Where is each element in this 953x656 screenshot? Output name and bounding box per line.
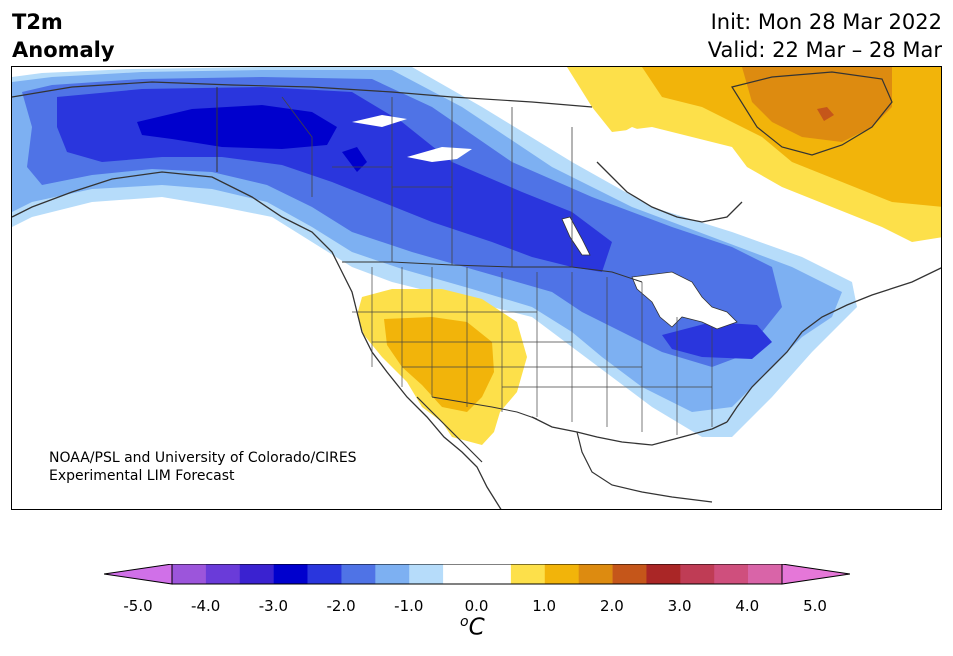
map-title: T2m Anomaly xyxy=(12,8,115,64)
great-bear-lake xyxy=(352,115,407,127)
colorbar-cell xyxy=(409,564,444,584)
forecast-dates: Init: Mon 28 Mar 2022 Valid: 22 Mar – 28… xyxy=(708,8,942,64)
colorbar-tick-label: 3.0 xyxy=(667,597,692,615)
colorbar-cell xyxy=(239,564,274,584)
colorbar xyxy=(104,564,850,585)
colorbar-cell xyxy=(510,564,546,584)
coastline-greenland xyxy=(731,71,893,156)
colorbar-cell xyxy=(273,564,308,584)
colorbar-cell xyxy=(477,564,512,584)
colorbar-cell xyxy=(612,564,647,584)
great-lakes xyxy=(631,271,738,330)
colorbar-cell xyxy=(307,564,342,584)
coastline-arctic xyxy=(12,81,593,108)
coastline-mexico-central xyxy=(576,431,713,503)
colorbar-cell xyxy=(748,564,783,584)
colorbar-tick-label: -3.0 xyxy=(258,597,289,615)
colorbar-tick-label: -2.0 xyxy=(326,597,356,615)
colorbar-tick-label: 5.0 xyxy=(803,597,827,615)
border-us-mexico xyxy=(431,396,538,420)
colorbar-max-extension xyxy=(781,564,850,585)
colorbar-tick-label: -5.0 xyxy=(123,597,153,615)
credit-line-2: Experimental LIM Forecast xyxy=(49,468,235,484)
province-borders xyxy=(281,96,573,267)
colorbar-cell xyxy=(341,564,376,584)
valid-range: Valid: 22 Mar – 28 Mar xyxy=(707,38,942,62)
coastline-west xyxy=(12,171,502,509)
colorbar-unit: oC xyxy=(460,614,485,641)
title-line-1: T2m xyxy=(12,10,63,34)
colorbar-tick-label: 2.0 xyxy=(599,597,624,615)
credit-line-1: NOAA/PSL and University of Colorado/CIRE… xyxy=(49,450,357,466)
colorbar-cell xyxy=(443,564,478,584)
anomaly-map xyxy=(12,67,941,509)
colorbar-tick-label: 1.0 xyxy=(532,597,557,615)
colorbar-cell xyxy=(172,564,207,584)
colorbar-cells xyxy=(172,564,783,584)
credit-text: NOAA/PSL and University of Colorado/CIRE… xyxy=(49,449,357,485)
unit-degree: o xyxy=(460,614,469,630)
colorbar-cell xyxy=(578,564,613,584)
colorbar-cell xyxy=(375,564,410,584)
great-slave-lake xyxy=(407,147,472,162)
coastline-gulf xyxy=(531,416,728,446)
unit-letter: C xyxy=(468,614,485,641)
coastline-baja xyxy=(416,396,483,463)
colorbar-tick-label: 0.0 xyxy=(464,597,489,615)
colorbar-tick-label: -4.0 xyxy=(191,597,221,615)
colorbar-cell xyxy=(714,564,749,584)
map-panel xyxy=(11,66,942,510)
anomaly-contour-plus-2.0-ne xyxy=(817,107,834,121)
colorbar-outline xyxy=(171,564,783,585)
coastline-east xyxy=(726,267,941,423)
colorbar-cell xyxy=(646,564,681,584)
lake-winnipeg xyxy=(561,216,591,256)
colorbar-min-extension xyxy=(104,564,173,585)
colorbar-tick-label: -1.0 xyxy=(394,597,424,615)
init-date: Init: Mon 28 Mar 2022 xyxy=(710,10,942,34)
colorbar-cell xyxy=(205,564,241,584)
title-line-2: Anomaly xyxy=(12,38,115,62)
anomaly-contour-plus-1.5-ne xyxy=(742,67,892,142)
colorbar-cell xyxy=(544,564,579,584)
anomaly-contour-minus-2.5-b xyxy=(342,147,367,172)
colorbar-cell xyxy=(680,564,715,584)
coastline-hudson-bay xyxy=(596,161,743,223)
anomaly-contour-minus-2.0-east xyxy=(662,322,772,359)
near-zero-region-baffin xyxy=(597,127,747,217)
colorbar-tick-label: 4.0 xyxy=(735,597,760,615)
anomaly-contour-plus-1.0-sw xyxy=(384,317,494,412)
anomaly-contour-minus-2.5 xyxy=(137,105,337,149)
state-borders xyxy=(352,267,713,435)
